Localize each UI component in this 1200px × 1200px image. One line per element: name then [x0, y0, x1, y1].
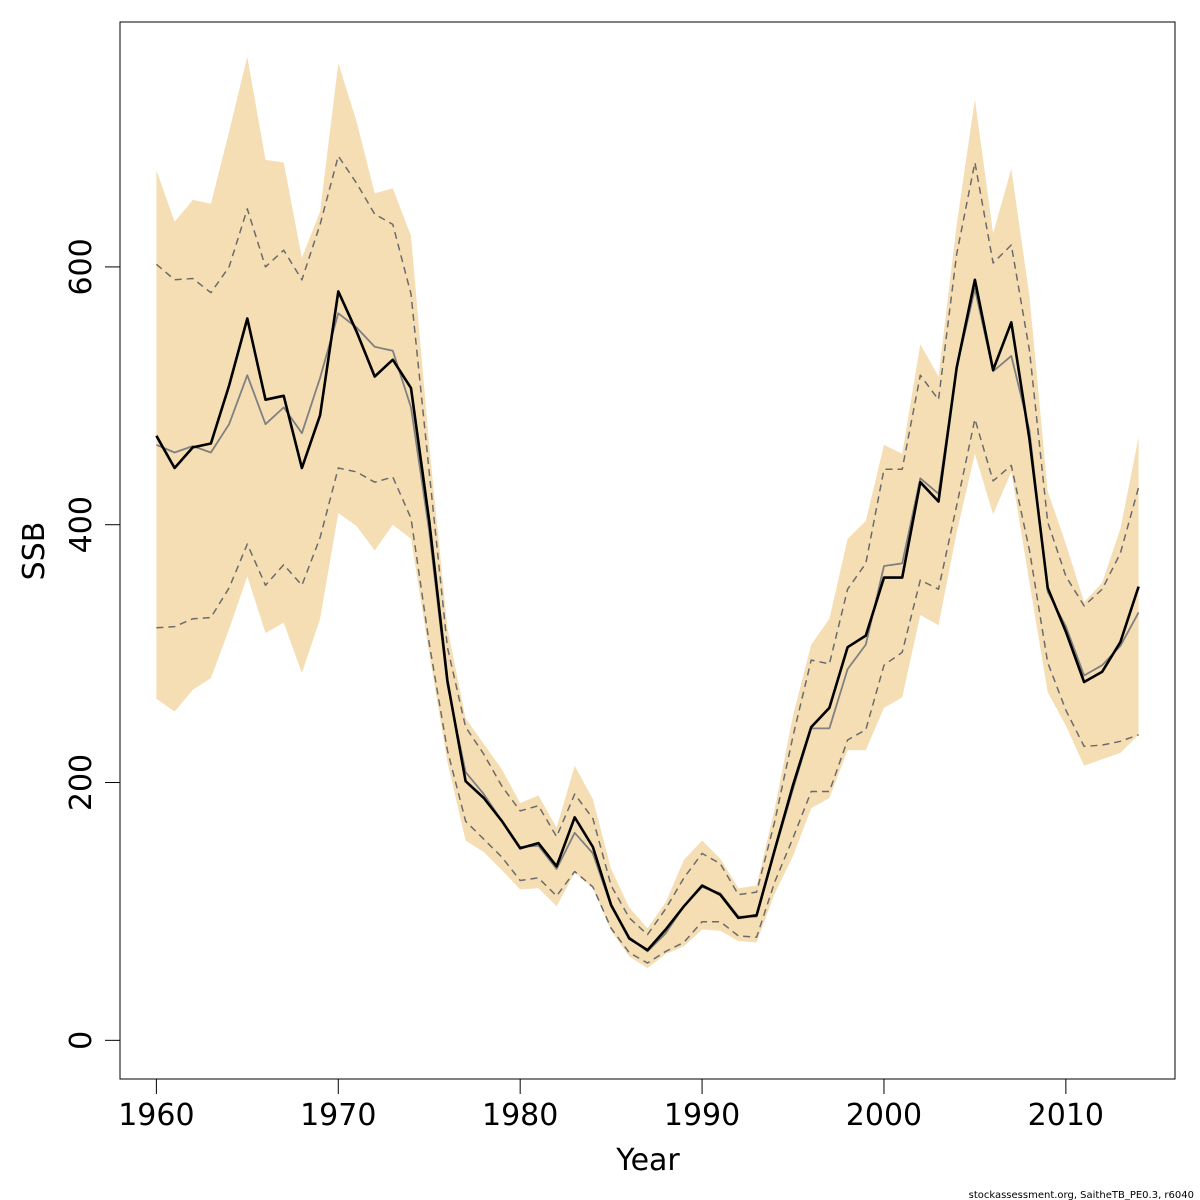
x-tick-label: 1990: [664, 1098, 740, 1133]
y-tick-label: 400: [64, 496, 99, 553]
x-axis: 1960 1970 1980 1990 2000 2010: [118, 1078, 1104, 1133]
lower-dashed-line: [156, 418, 1139, 964]
gray-line: [156, 287, 1140, 953]
x-tick-label: 1970: [300, 1098, 376, 1133]
credit-text: stockassessment.org, SaitheTB_PE0.3, r60…: [969, 1190, 1194, 1200]
x-axis-title: Year: [615, 1143, 680, 1178]
x-tick-label: 1960: [118, 1098, 194, 1133]
y-axis: 0 200 400 600: [64, 238, 121, 1050]
y-tick-label: 0: [64, 1031, 99, 1050]
plot-area: [155, 56, 1140, 969]
y-tick-label: 600: [64, 238, 99, 295]
y-axis-title: SSB: [17, 522, 52, 581]
y-tick-label: 200: [64, 754, 99, 811]
confidence-band: [156, 56, 1139, 969]
upper-dashed-line: [155, 155, 1140, 936]
x-tick-label: 1980: [482, 1098, 558, 1133]
estimate-line: [155, 278, 1140, 952]
x-tick-label: 2000: [846, 1098, 922, 1133]
x-tick-label: 2010: [1028, 1098, 1104, 1133]
